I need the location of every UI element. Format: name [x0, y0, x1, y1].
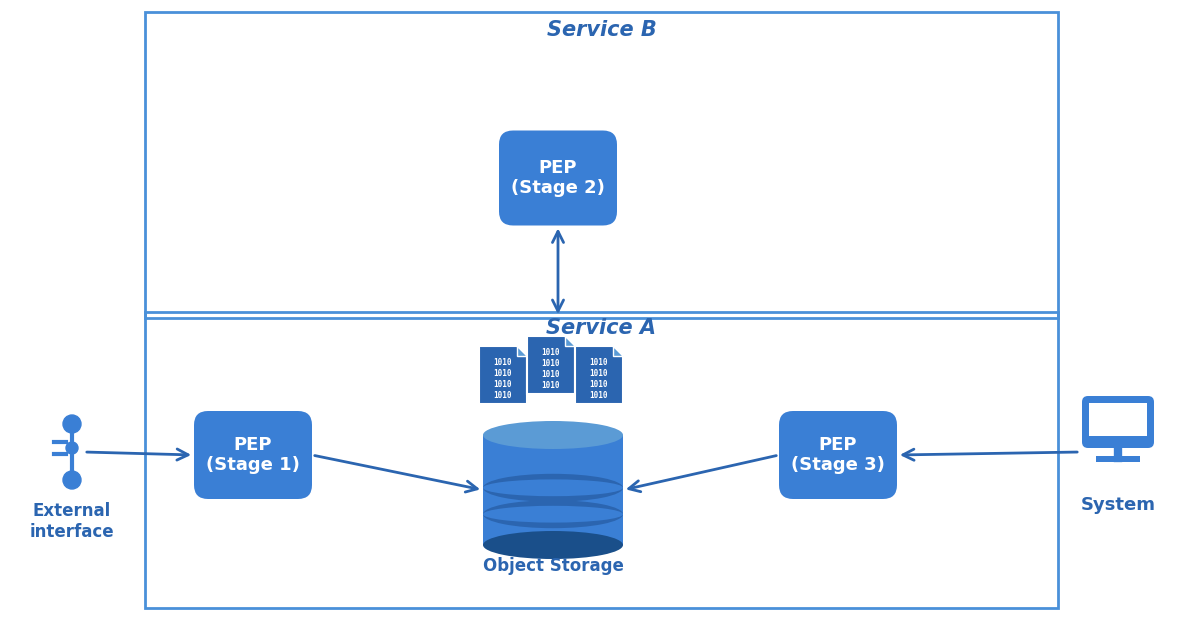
Circle shape	[66, 442, 78, 454]
Polygon shape	[517, 346, 527, 356]
Text: 1010: 1010	[493, 380, 512, 389]
Text: PEP
(Stage 1): PEP (Stage 1)	[206, 436, 300, 474]
Ellipse shape	[482, 531, 623, 559]
Text: 1010: 1010	[541, 348, 560, 357]
Ellipse shape	[482, 479, 623, 497]
Ellipse shape	[482, 421, 623, 449]
Text: PEP
(Stage 2): PEP (Stage 2)	[511, 158, 605, 197]
Ellipse shape	[482, 506, 623, 523]
FancyBboxPatch shape	[194, 411, 312, 499]
Bar	[482, 435, 623, 545]
Bar	[1088, 403, 1147, 436]
Text: 1010: 1010	[541, 381, 560, 390]
FancyBboxPatch shape	[779, 411, 896, 499]
Text: PEP
(Stage 3): PEP (Stage 3)	[791, 436, 884, 474]
Text: 1010: 1010	[541, 358, 560, 368]
Circle shape	[64, 415, 82, 433]
Text: 1010: 1010	[493, 358, 512, 367]
Polygon shape	[565, 336, 575, 346]
Text: 1010: 1010	[493, 369, 512, 378]
Polygon shape	[575, 346, 623, 404]
Polygon shape	[613, 346, 623, 356]
Polygon shape	[527, 336, 575, 394]
Circle shape	[64, 471, 82, 489]
Text: 1010: 1010	[541, 370, 560, 379]
Ellipse shape	[482, 500, 623, 528]
Text: 1010: 1010	[493, 391, 512, 400]
Text: 1010: 1010	[589, 358, 608, 367]
Text: Service A: Service A	[546, 318, 656, 338]
Ellipse shape	[482, 473, 623, 502]
Text: System: System	[1080, 496, 1156, 514]
Text: 1010: 1010	[589, 369, 608, 378]
FancyBboxPatch shape	[1082, 396, 1154, 448]
Bar	[1096, 456, 1140, 462]
Text: External
interface: External interface	[30, 502, 114, 541]
Bar	[145, 312, 1058, 608]
Polygon shape	[479, 346, 527, 404]
Text: 1010: 1010	[589, 380, 608, 389]
Text: Service B: Service B	[547, 20, 656, 40]
FancyBboxPatch shape	[499, 130, 617, 226]
Text: 1010: 1010	[589, 391, 608, 400]
Bar	[145, 12, 1058, 318]
Text: Object Storage: Object Storage	[482, 557, 624, 575]
